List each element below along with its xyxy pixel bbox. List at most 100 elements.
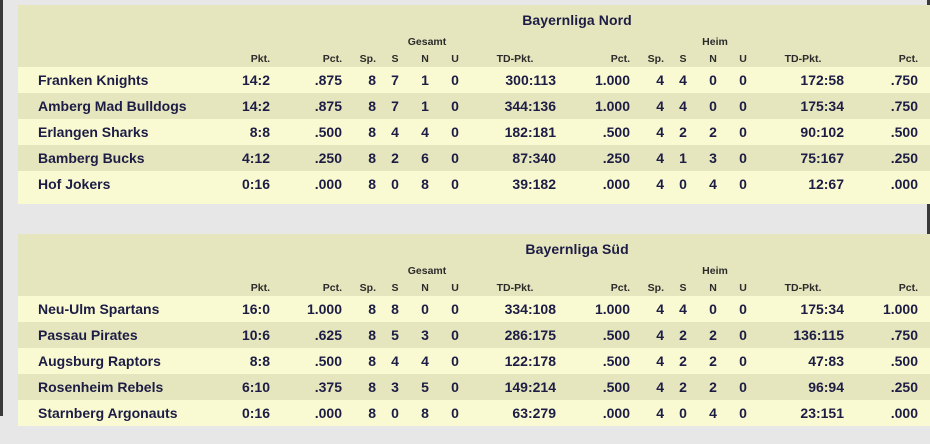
column-header-row: Pkt. Pct. Sp. S N U TD-Pkt. Pct. Sp. S N… — [18, 49, 930, 67]
heim-sp: 4 — [634, 374, 668, 400]
heim-td: 12:67 — [758, 171, 848, 197]
heim-u: 0 — [728, 400, 758, 426]
heim-n: 0 — [698, 67, 728, 93]
heim-td: 96:94 — [758, 374, 848, 400]
gesamt-td: 182:181 — [470, 119, 560, 145]
gesamt-u: 0 — [440, 400, 470, 426]
heim-pct: .500 — [582, 374, 634, 400]
team-pkt: 8:8 — [204, 119, 274, 145]
cell-gap — [560, 348, 582, 374]
heim-s: 1 — [668, 145, 698, 171]
gesamt-sp: 8 — [346, 374, 380, 400]
column-group-row: Gesamt Heim Auswärts — [18, 263, 930, 278]
cell-gap — [848, 348, 870, 374]
colheader-gesamt-s: S — [380, 278, 410, 296]
cell-gap — [274, 322, 294, 348]
auswaerts-pct: .750 — [870, 67, 922, 93]
table-row[interactable]: Erlangen Sharks 8:8 .500 8 4 4 0 182:181… — [18, 119, 930, 145]
cell-gap — [848, 171, 870, 197]
team-name: Bamberg Bucks — [18, 145, 204, 171]
cell-gap — [560, 119, 582, 145]
heim-u: 0 — [728, 348, 758, 374]
table-row[interactable]: Bamberg Bucks 4:12 .250 8 2 6 0 87:340 .… — [18, 145, 930, 171]
gesamt-pct: .000 — [294, 171, 346, 197]
team-pkt: 14:2 — [204, 93, 274, 119]
heim-sp: 4 — [634, 400, 668, 426]
gesamt-u: 0 — [440, 67, 470, 93]
table-row[interactable]: Starnberg Argonauts 0:16 .000 8 0 8 0 63… — [18, 400, 930, 426]
colheader-team — [18, 278, 204, 296]
team-pkt: 16:0 — [204, 296, 274, 322]
auswaerts-sp: 4 — [922, 296, 930, 322]
gesamt-n: 3 — [410, 322, 440, 348]
standings-table-sued: Bayernliga Süd Gesamt Heim Auswärts Pkt.… — [18, 234, 930, 426]
heim-sp: 4 — [634, 296, 668, 322]
cell-gap — [560, 400, 582, 426]
heim-s: 2 — [668, 322, 698, 348]
table-row[interactable]: Amberg Mad Bulldogs 14:2 .875 8 7 1 0 34… — [18, 93, 930, 119]
heim-pct: .500 — [582, 348, 634, 374]
top-spacer — [3, 0, 927, 5]
cell-gap — [560, 322, 582, 348]
column-group-row: Gesamt Heim Auswärts — [18, 34, 930, 49]
colheader-pkt: Pkt. — [204, 278, 274, 296]
gesamt-n: 8 — [410, 400, 440, 426]
gesamt-u: 0 — [440, 322, 470, 348]
heim-u: 0 — [728, 119, 758, 145]
heim-sp: 4 — [634, 93, 668, 119]
cell-gap — [848, 67, 870, 93]
table-row[interactable]: Neu-Ulm Spartans 16:0 1.000 8 8 0 0 334:… — [18, 296, 930, 322]
gesamt-td: 286:175 — [470, 322, 560, 348]
heim-u: 0 — [728, 145, 758, 171]
heim-s: 2 — [668, 119, 698, 145]
gesamt-s: 7 — [380, 93, 410, 119]
colheader-gap2 — [560, 278, 582, 296]
heim-n: 4 — [698, 400, 728, 426]
colheader-gesamt-td: TD-Pkt. — [470, 278, 560, 296]
league-title: Bayernliga Süd — [18, 234, 930, 263]
standings-table-nord: Bayernliga Nord Gesamt Heim Auswärts Pkt… — [18, 5, 930, 204]
colheader-team — [18, 49, 204, 67]
table-row[interactable]: Franken Knights 14:2 .875 8 7 1 0 300:11… — [18, 67, 930, 93]
team-pkt: 14:2 — [204, 67, 274, 93]
table-bottom-spacer — [18, 197, 930, 204]
table-row[interactable]: Augsburg Raptors 8:8 .500 8 4 4 0 122:17… — [18, 348, 930, 374]
colheader-heim-s: S — [668, 278, 698, 296]
colheader-gesamt-n: N — [410, 49, 440, 67]
colheader-gesamt-u: U — [440, 49, 470, 67]
heim-td: 172:58 — [758, 67, 848, 93]
gesamt-pct: 1.000 — [294, 296, 346, 322]
gesamt-s: 7 — [380, 67, 410, 93]
heim-sp: 4 — [634, 348, 668, 374]
cell-gap — [848, 119, 870, 145]
league-title-row: Bayernliga Nord — [18, 5, 930, 34]
gesamt-sp: 8 — [346, 296, 380, 322]
heim-td: 175:34 — [758, 93, 848, 119]
gesamt-u: 0 — [440, 296, 470, 322]
gesamt-u: 0 — [440, 374, 470, 400]
team-name: Erlangen Sharks — [18, 119, 204, 145]
colheader-gap3 — [848, 49, 870, 67]
gesamt-td: 334:108 — [470, 296, 560, 322]
league-title-row: Bayernliga Süd — [18, 234, 930, 263]
cell-gap — [560, 145, 582, 171]
auswaerts-sp: 4 — [922, 374, 930, 400]
heim-u: 0 — [728, 296, 758, 322]
group-spacer-mid1 — [560, 263, 582, 278]
group-spacer-mid2 — [848, 263, 870, 278]
gesamt-n: 8 — [410, 171, 440, 197]
table-row[interactable]: Rosenheim Rebels 6:10 .375 8 3 5 0 149:2… — [18, 374, 930, 400]
group-header-auswaerts: Auswärts — [870, 263, 930, 278]
gesamt-s: 3 — [380, 374, 410, 400]
colheader-auswaerts-sp: Sp. — [922, 49, 930, 67]
cell-gap — [560, 93, 582, 119]
auswaerts-pct: .500 — [870, 348, 922, 374]
table-row[interactable]: Hof Jokers 0:16 .000 8 0 8 0 39:182 .000… — [18, 171, 930, 197]
heim-n: 2 — [698, 119, 728, 145]
heim-n: 0 — [698, 296, 728, 322]
spacer-cell — [18, 197, 930, 204]
group-spacer-mid1 — [560, 34, 582, 49]
heim-sp: 4 — [634, 171, 668, 197]
gesamt-pct: .875 — [294, 67, 346, 93]
table-row[interactable]: Passau Pirates 10:6 .625 8 5 3 0 286:175… — [18, 322, 930, 348]
